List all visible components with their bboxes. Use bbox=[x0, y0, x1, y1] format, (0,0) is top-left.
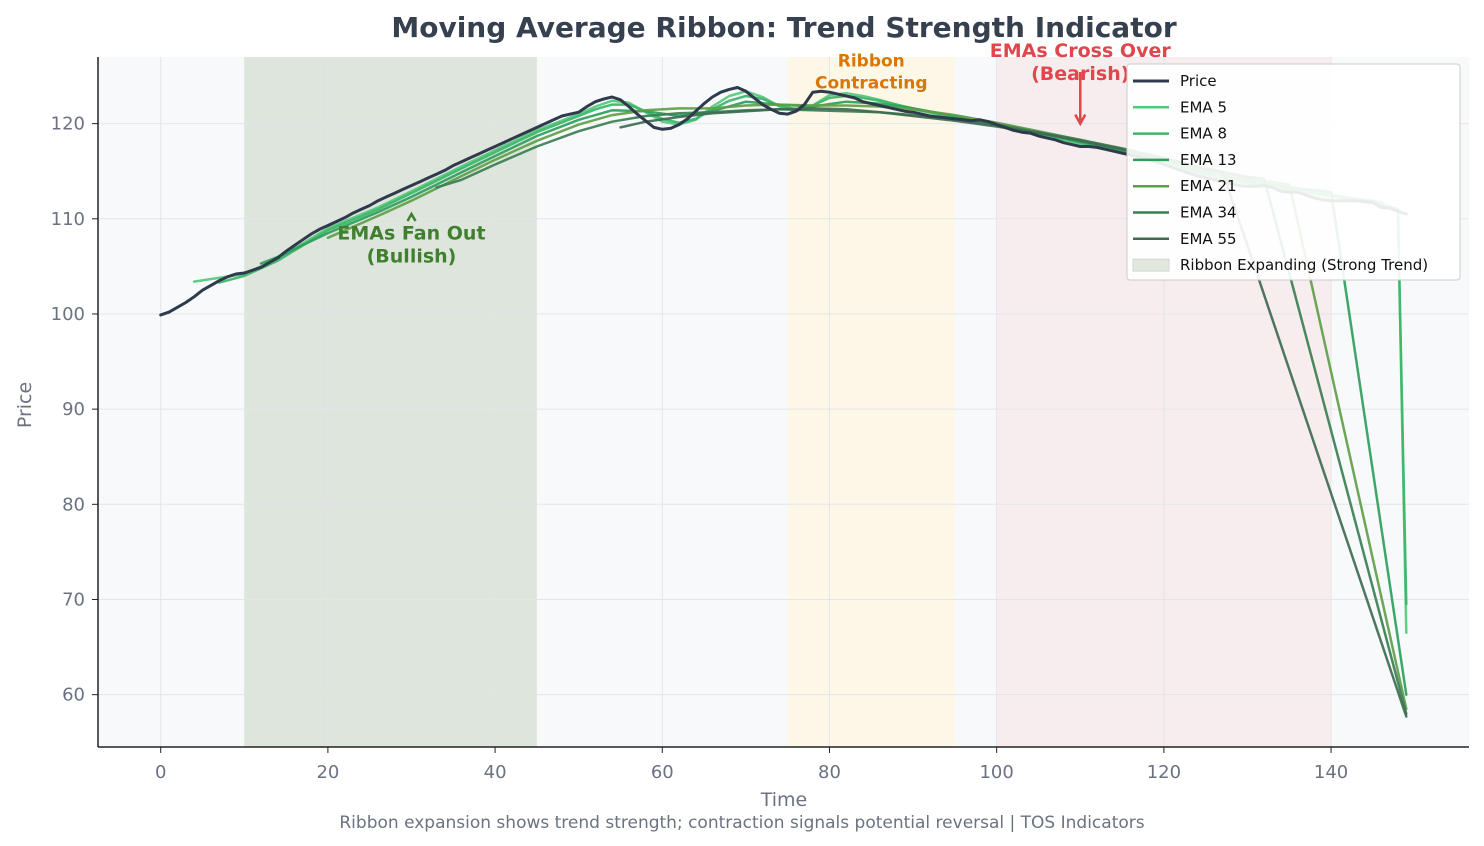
y-tick-label: 100 bbox=[51, 304, 85, 325]
y-tick-label: 70 bbox=[62, 589, 85, 610]
chart-title: Moving Average Ribbon: Trend Strength In… bbox=[391, 11, 1176, 44]
x-tick-label: 40 bbox=[484, 762, 507, 783]
x-axis-label: Time bbox=[760, 789, 808, 811]
y-tick-label: 80 bbox=[62, 494, 85, 515]
legend: Price EMA 5 EMA 8 EMA 13 EMA 21 EMA 34 EMA 55 R… bbox=[1126, 63, 1461, 281]
shaded-region-1 bbox=[244, 57, 537, 747]
x-tick-label: 140 bbox=[1314, 762, 1348, 783]
legend-label: EMA 13 bbox=[1180, 151, 1237, 169]
legend-label: EMA 5 bbox=[1180, 98, 1227, 116]
x-tick-label: 100 bbox=[979, 762, 1013, 783]
legend-box bbox=[1126, 63, 1461, 281]
legend-label: Ribbon Expanding (Strong Trend) bbox=[1180, 256, 1428, 274]
y-tick-label: 60 bbox=[62, 685, 85, 706]
legend-swatch bbox=[1132, 258, 1170, 272]
y-axis-label: Price bbox=[14, 382, 36, 428]
legend-label: Price bbox=[1180, 72, 1217, 90]
x-tick-label: 60 bbox=[651, 762, 674, 783]
x-tick-label: 0 bbox=[155, 762, 166, 783]
plot-area: 0 20 40 60 80 100 120 140 60 70 80 90 100 110 120 EMAs … bbox=[51, 40, 1469, 783]
x-tick-label: 20 bbox=[316, 762, 339, 783]
annotation-arrowhead bbox=[1074, 114, 1087, 127]
annotation-1: EMAs Fan Out (Bullish) bbox=[337, 223, 485, 268]
annotation-arrow bbox=[406, 211, 417, 222]
legend-label: EMA 55 bbox=[1180, 230, 1237, 248]
annotation-2: Ribbon Contracting bbox=[815, 52, 928, 94]
y-tick-label: 120 bbox=[51, 114, 85, 135]
legend-label: EMA 34 bbox=[1180, 204, 1237, 222]
y-tick-label: 90 bbox=[62, 399, 85, 420]
legend-label: EMA 21 bbox=[1180, 177, 1237, 195]
shaded-region-2 bbox=[787, 57, 955, 747]
legend-label: EMA 8 bbox=[1180, 125, 1227, 143]
chart-caption: Ribbon expansion shows trend strength; c… bbox=[339, 813, 1144, 833]
annotation-3: EMAs Cross Over (Bearish) bbox=[990, 40, 1172, 85]
x-tick-label: 80 bbox=[818, 762, 841, 783]
y-tick-label: 110 bbox=[51, 209, 85, 230]
x-tick-label: 120 bbox=[1147, 762, 1181, 783]
